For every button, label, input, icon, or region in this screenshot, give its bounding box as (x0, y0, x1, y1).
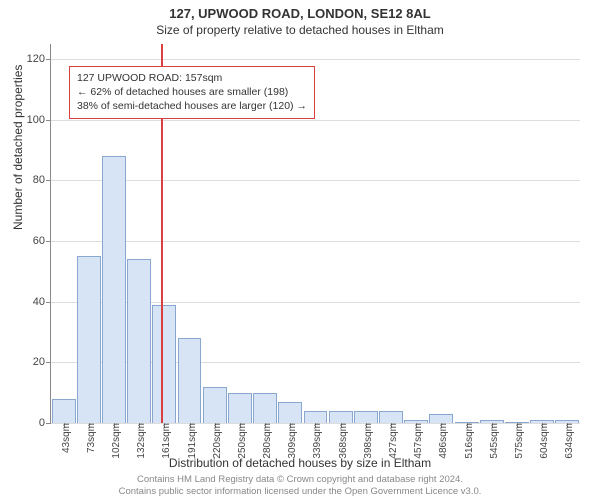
annotation-line: 127 UPWOOD ROAD: 157sqm (77, 71, 307, 85)
bar-slot: 575sqm (504, 44, 529, 423)
bar (52, 399, 76, 423)
bar-slot: 604sqm (530, 44, 555, 423)
x-tick-label: 398sqm (358, 423, 374, 459)
bar (152, 305, 176, 423)
bar (429, 414, 453, 423)
y-tick-label: 20 (33, 356, 51, 368)
y-tick-label: 120 (27, 53, 51, 65)
y-tick-label: 0 (39, 417, 51, 429)
chart-title: 127, UPWOOD ROAD, LONDON, SE12 8AL (0, 0, 600, 21)
bar (253, 393, 277, 423)
bar (354, 411, 378, 423)
x-tick-label: 220sqm (207, 423, 223, 459)
y-axis-title: Number of detached properties (11, 65, 25, 230)
y-tick-label: 80 (33, 174, 51, 186)
x-tick-label: 73sqm (81, 423, 97, 453)
annotation-line: 38% of semi-detached houses are larger (… (77, 99, 307, 113)
bar (278, 402, 302, 423)
x-tick-label: 191sqm (182, 423, 198, 459)
bar-slot: 634sqm (555, 44, 580, 423)
y-tick-label: 100 (27, 114, 51, 126)
footer-line-1: Contains HM Land Registry data © Crown c… (0, 474, 600, 486)
y-tick-label: 60 (33, 235, 51, 247)
x-tick-label: 368sqm (333, 423, 349, 459)
x-tick-label: 102sqm (106, 423, 122, 459)
x-tick-label: 250sqm (232, 423, 248, 459)
bar (203, 387, 227, 423)
bar (379, 411, 403, 423)
bar (304, 411, 328, 423)
x-tick-label: 132sqm (131, 423, 147, 459)
x-tick-label: 604sqm (534, 423, 550, 459)
bar-slot: 427sqm (378, 44, 403, 423)
bar-slot: 545sqm (479, 44, 504, 423)
x-tick-label: 516sqm (459, 423, 475, 459)
annotation-box: 127 UPWOOD ROAD: 157sqm← 62% of detached… (69, 66, 315, 119)
annotation-line: ← 62% of detached houses are smaller (19… (77, 85, 307, 99)
chart-subtitle: Size of property relative to detached ho… (0, 21, 600, 37)
x-tick-label: 575sqm (509, 423, 525, 459)
chart-footer: Contains HM Land Registry data © Crown c… (0, 474, 600, 498)
bar (228, 393, 252, 423)
bar-slot: 398sqm (353, 44, 378, 423)
x-tick-label: 545sqm (484, 423, 500, 459)
bar-slot: 486sqm (429, 44, 454, 423)
x-tick-label: 309sqm (282, 423, 298, 459)
bar-slot: 368sqm (328, 44, 353, 423)
x-tick-label: 486sqm (433, 423, 449, 459)
bar-slot: 457sqm (404, 44, 429, 423)
chart-area: 020406080100120 43sqm73sqm102sqm132sqm16… (50, 44, 580, 424)
bar (329, 411, 353, 423)
x-tick-label: 43sqm (56, 423, 72, 453)
x-axis-title: Distribution of detached houses by size … (0, 456, 600, 470)
x-tick-label: 427sqm (383, 423, 399, 459)
x-tick-label: 339sqm (307, 423, 323, 459)
y-tick-label: 40 (33, 296, 51, 308)
bar (178, 338, 202, 423)
x-tick-label: 634sqm (559, 423, 575, 459)
x-tick-label: 280sqm (257, 423, 273, 459)
bar (77, 256, 101, 423)
bar-slot: 516sqm (454, 44, 479, 423)
footer-line-2: Contains public sector information licen… (0, 486, 600, 498)
bar (102, 156, 126, 423)
x-tick-label: 161sqm (156, 423, 172, 459)
plot-area: 020406080100120 43sqm73sqm102sqm132sqm16… (50, 44, 580, 424)
bar (127, 259, 151, 423)
x-tick-label: 457sqm (408, 423, 424, 459)
